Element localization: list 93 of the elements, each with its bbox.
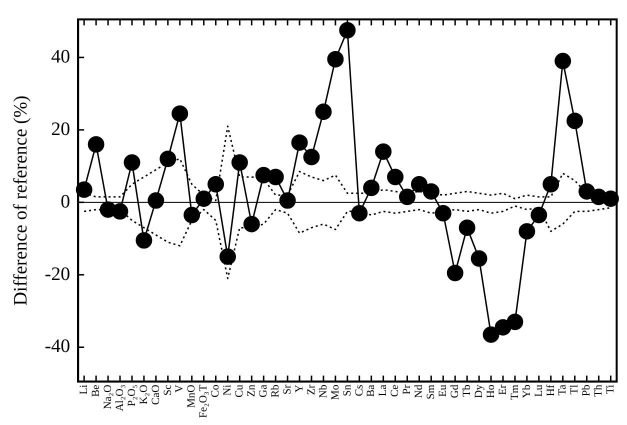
point	[422, 183, 440, 200]
x-tick-label: Er	[496, 384, 509, 396]
x-tick-label: Al₂O₃	[114, 384, 126, 412]
point	[196, 190, 212, 207]
y-tick-label: -20	[44, 264, 70, 285]
point	[243, 216, 260, 232]
x-tick-label: Yb	[520, 384, 533, 398]
point	[208, 176, 224, 192]
x-tick-label: Dy	[472, 384, 485, 398]
point	[267, 168, 284, 186]
x-tick-label: P₂O₅	[126, 384, 138, 406]
x-tick-label: Pr	[401, 384, 414, 394]
point	[446, 264, 464, 282]
y-axis-title: Difference of reference (%)	[10, 95, 32, 306]
x-tick-label: Tb	[460, 384, 473, 397]
point	[112, 203, 128, 220]
x-tick-label: Li	[78, 384, 90, 394]
point	[387, 168, 404, 186]
x-tick-label: Ga	[258, 384, 270, 398]
x-tick-label: Lu	[532, 384, 545, 397]
x-tick-label: Tm	[508, 384, 521, 400]
x-tick-label: Ti	[604, 384, 617, 394]
x-tick-label: Ba	[365, 384, 378, 397]
x-tick-label: Sn	[341, 384, 354, 396]
x-tick-label: Y	[293, 384, 306, 393]
point	[375, 143, 392, 160]
point	[482, 326, 500, 343]
x-tick-label: Ni	[222, 384, 234, 396]
point	[315, 104, 332, 120]
x-tick-label: Na₂O	[102, 384, 114, 410]
point	[184, 206, 200, 224]
point	[76, 181, 92, 198]
x-tick-label: Tl	[568, 384, 581, 394]
x-tick-label: CaO	[150, 384, 162, 405]
x-tick-label: V	[174, 384, 186, 393]
point	[303, 148, 320, 166]
x-tick-label: Zn	[246, 384, 258, 397]
x-tick-label: La	[377, 384, 390, 396]
point	[351, 204, 368, 222]
x-tick-label: Nb	[317, 384, 330, 398]
x-tick-label: Pb	[580, 384, 593, 396]
x-tick-label: Cs	[353, 384, 366, 396]
x-tick-label: Mo	[329, 384, 342, 400]
point	[434, 204, 452, 222]
point	[470, 250, 488, 267]
x-tick-label: Rb	[269, 384, 282, 398]
point	[530, 206, 548, 224]
point	[279, 192, 296, 209]
point	[327, 51, 344, 68]
x-tick-label: Sc	[162, 384, 174, 396]
x-tick-label: Sr	[281, 384, 294, 394]
point	[494, 319, 512, 336]
x-tick-label: MnO	[186, 384, 198, 408]
point	[136, 232, 152, 249]
x-tick-label: Cu	[234, 384, 246, 398]
point	[172, 105, 188, 122]
point	[291, 134, 308, 151]
x-tick-label: Th	[592, 384, 605, 397]
x-tick-label: Co	[210, 384, 222, 398]
x-tick-label: K₂O	[138, 384, 150, 404]
point	[219, 248, 236, 265]
point	[231, 154, 248, 171]
x-tick-label: Ce	[389, 384, 402, 397]
x-tick-label: Ho	[484, 384, 497, 398]
x-tick-label: Hf	[544, 384, 557, 396]
point	[458, 219, 476, 236]
point	[160, 150, 176, 168]
point	[339, 22, 356, 39]
x-tick-label: Be	[90, 384, 102, 397]
x-tick-label: Zr	[305, 384, 318, 396]
point	[554, 52, 572, 70]
point	[124, 154, 140, 171]
y-tick-label: -40	[44, 336, 70, 358]
y-tick-label: 20	[51, 118, 70, 140]
point	[398, 188, 416, 206]
point	[148, 192, 164, 209]
x-tick-label: Nd	[413, 384, 426, 398]
point	[363, 180, 380, 196]
x-tick-label: Sm	[425, 384, 438, 400]
point	[542, 176, 560, 192]
x-tick-label: Ta	[556, 384, 569, 396]
x-tick-label: Fe₂O₃T	[198, 384, 210, 418]
point	[518, 223, 536, 240]
y-tick-label: 40	[51, 46, 70, 68]
point	[566, 112, 584, 130]
y-tick-label: 0	[60, 191, 70, 212]
point	[410, 176, 428, 192]
point	[602, 190, 619, 207]
point	[506, 314, 524, 330]
point	[88, 136, 104, 153]
x-tick-label: Gd	[449, 384, 462, 398]
point	[578, 183, 596, 200]
x-tick-label: Eu	[437, 384, 450, 397]
